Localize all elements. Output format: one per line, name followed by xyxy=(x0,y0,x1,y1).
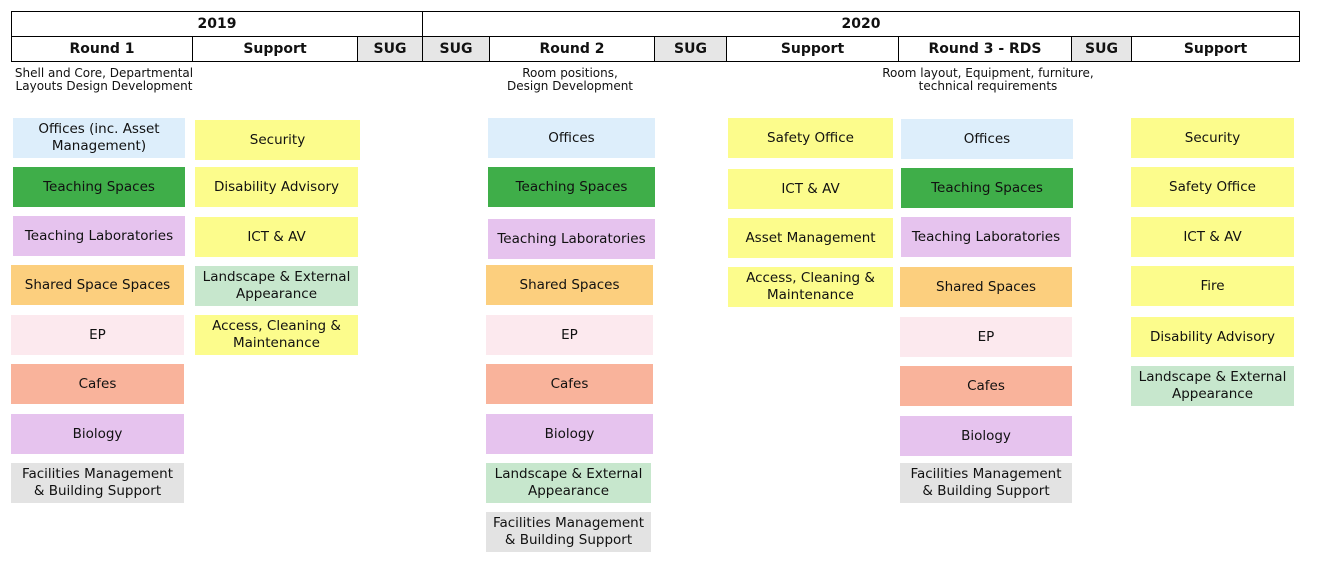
round2-item-shared-spaces: Shared Spaces xyxy=(486,265,653,305)
round3-item-offices: Offices xyxy=(901,119,1073,159)
round3-item-biology: Biology xyxy=(900,416,1072,456)
round2-item-teaching-spaces: Teaching Spaces xyxy=(488,167,655,207)
round2-item-landscape: Landscape & External Appearance xyxy=(486,463,651,503)
round2-note: Room positions, Design Development xyxy=(480,67,660,93)
round3-item-facilities: Facilities Management & Building Support xyxy=(900,463,1072,503)
support1-item-access: Access, Cleaning & Maintenance xyxy=(195,315,358,355)
round2-item-ep: EP xyxy=(486,315,653,355)
support2-header: Support xyxy=(726,36,899,62)
support3-item-fire: Fire xyxy=(1131,266,1294,306)
round2-item-cafes: Cafes xyxy=(486,364,653,404)
support3-item-ict-av: ICT & AV xyxy=(1131,217,1294,257)
support1-item-disability: Disability Advisory xyxy=(195,167,358,207)
support2-item-asset-management: Asset Management xyxy=(728,218,893,258)
round1-header: Round 1 xyxy=(11,36,193,62)
round1-item-ep: EP xyxy=(11,315,184,355)
round1-item-shared-spaces: Shared Space Spaces xyxy=(11,265,184,305)
round3-header: Round 3 - RDS xyxy=(898,36,1072,62)
round1-item-biology: Biology xyxy=(11,414,184,454)
year-2020-header: 2020 xyxy=(422,11,1300,37)
year-2019-header: 2019 xyxy=(11,11,423,37)
support2-item-safety-office: Safety Office xyxy=(728,118,893,158)
support2-item-access: Access, Cleaning & Maintenance xyxy=(728,267,893,307)
support2-item-ict-av: ICT & AV xyxy=(728,169,893,209)
round1-item-teaching-labs: Teaching Laboratories xyxy=(13,216,185,256)
support3-item-landscape: Landscape & External Appearance xyxy=(1131,366,1294,406)
support3-item-security: Security xyxy=(1131,118,1294,158)
support3-header: Support xyxy=(1131,36,1300,62)
round1-item-facilities: Facilities Management & Building Support xyxy=(11,463,184,503)
round3-note: Room layout, Equipment, furniture, techn… xyxy=(860,67,1116,93)
sug-header-4: SUG xyxy=(1071,36,1132,62)
support1-item-landscape: Landscape & External Appearance xyxy=(195,266,358,306)
round3-item-teaching-labs: Teaching Laboratories xyxy=(901,217,1071,257)
round3-note-text: Room layout, Equipment, furniture, techn… xyxy=(882,66,1094,93)
round1-note: Shell and Core, Departmental Layouts Des… xyxy=(4,67,204,93)
round3-item-teaching-spaces: Teaching Spaces xyxy=(901,168,1073,208)
round2-item-teaching-labs: Teaching Laboratories xyxy=(488,219,655,259)
round1-item-cafes: Cafes xyxy=(11,364,184,404)
round1-item-offices: Offices (inc. Asset Management) xyxy=(13,118,185,158)
round3-item-ep: EP xyxy=(900,317,1072,357)
round2-item-offices: Offices xyxy=(488,118,655,158)
support3-item-safety-office: Safety Office xyxy=(1131,167,1294,207)
round2-item-facilities: Facilities Management & Building Support xyxy=(486,512,651,552)
sug-header-3: SUG xyxy=(654,36,727,62)
round3-item-shared-spaces: Shared Spaces xyxy=(900,267,1072,307)
sug-header-2: SUG xyxy=(422,36,490,62)
round2-note-text: Room positions, Design Development xyxy=(506,66,634,93)
support1-item-security: Security xyxy=(195,120,360,160)
support3-item-disability: Disability Advisory xyxy=(1131,317,1294,357)
round2-item-biology: Biology xyxy=(486,414,653,454)
sug-header-1: SUG xyxy=(357,36,423,62)
round1-note-text: Shell and Core, Departmental Layouts Des… xyxy=(14,66,194,93)
support1-item-ict-av: ICT & AV xyxy=(195,217,358,257)
round3-item-cafes: Cafes xyxy=(900,366,1072,406)
round2-header: Round 2 xyxy=(489,36,655,62)
support1-header: Support xyxy=(192,36,358,62)
round1-item-teaching-spaces: Teaching Spaces xyxy=(13,167,185,207)
